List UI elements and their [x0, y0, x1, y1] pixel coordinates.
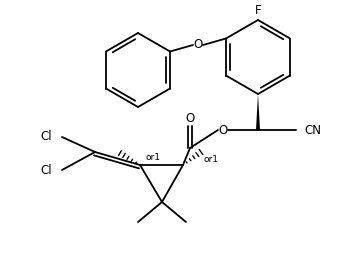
- Polygon shape: [256, 94, 260, 130]
- Text: O: O: [218, 123, 227, 137]
- Text: Cl: Cl: [40, 130, 52, 144]
- Text: Cl: Cl: [40, 163, 52, 177]
- Text: or1: or1: [203, 156, 218, 165]
- Text: O: O: [185, 112, 194, 124]
- Text: or1: or1: [145, 152, 160, 161]
- Text: O: O: [193, 39, 203, 52]
- Text: F: F: [255, 4, 261, 18]
- Text: CN: CN: [304, 123, 321, 137]
